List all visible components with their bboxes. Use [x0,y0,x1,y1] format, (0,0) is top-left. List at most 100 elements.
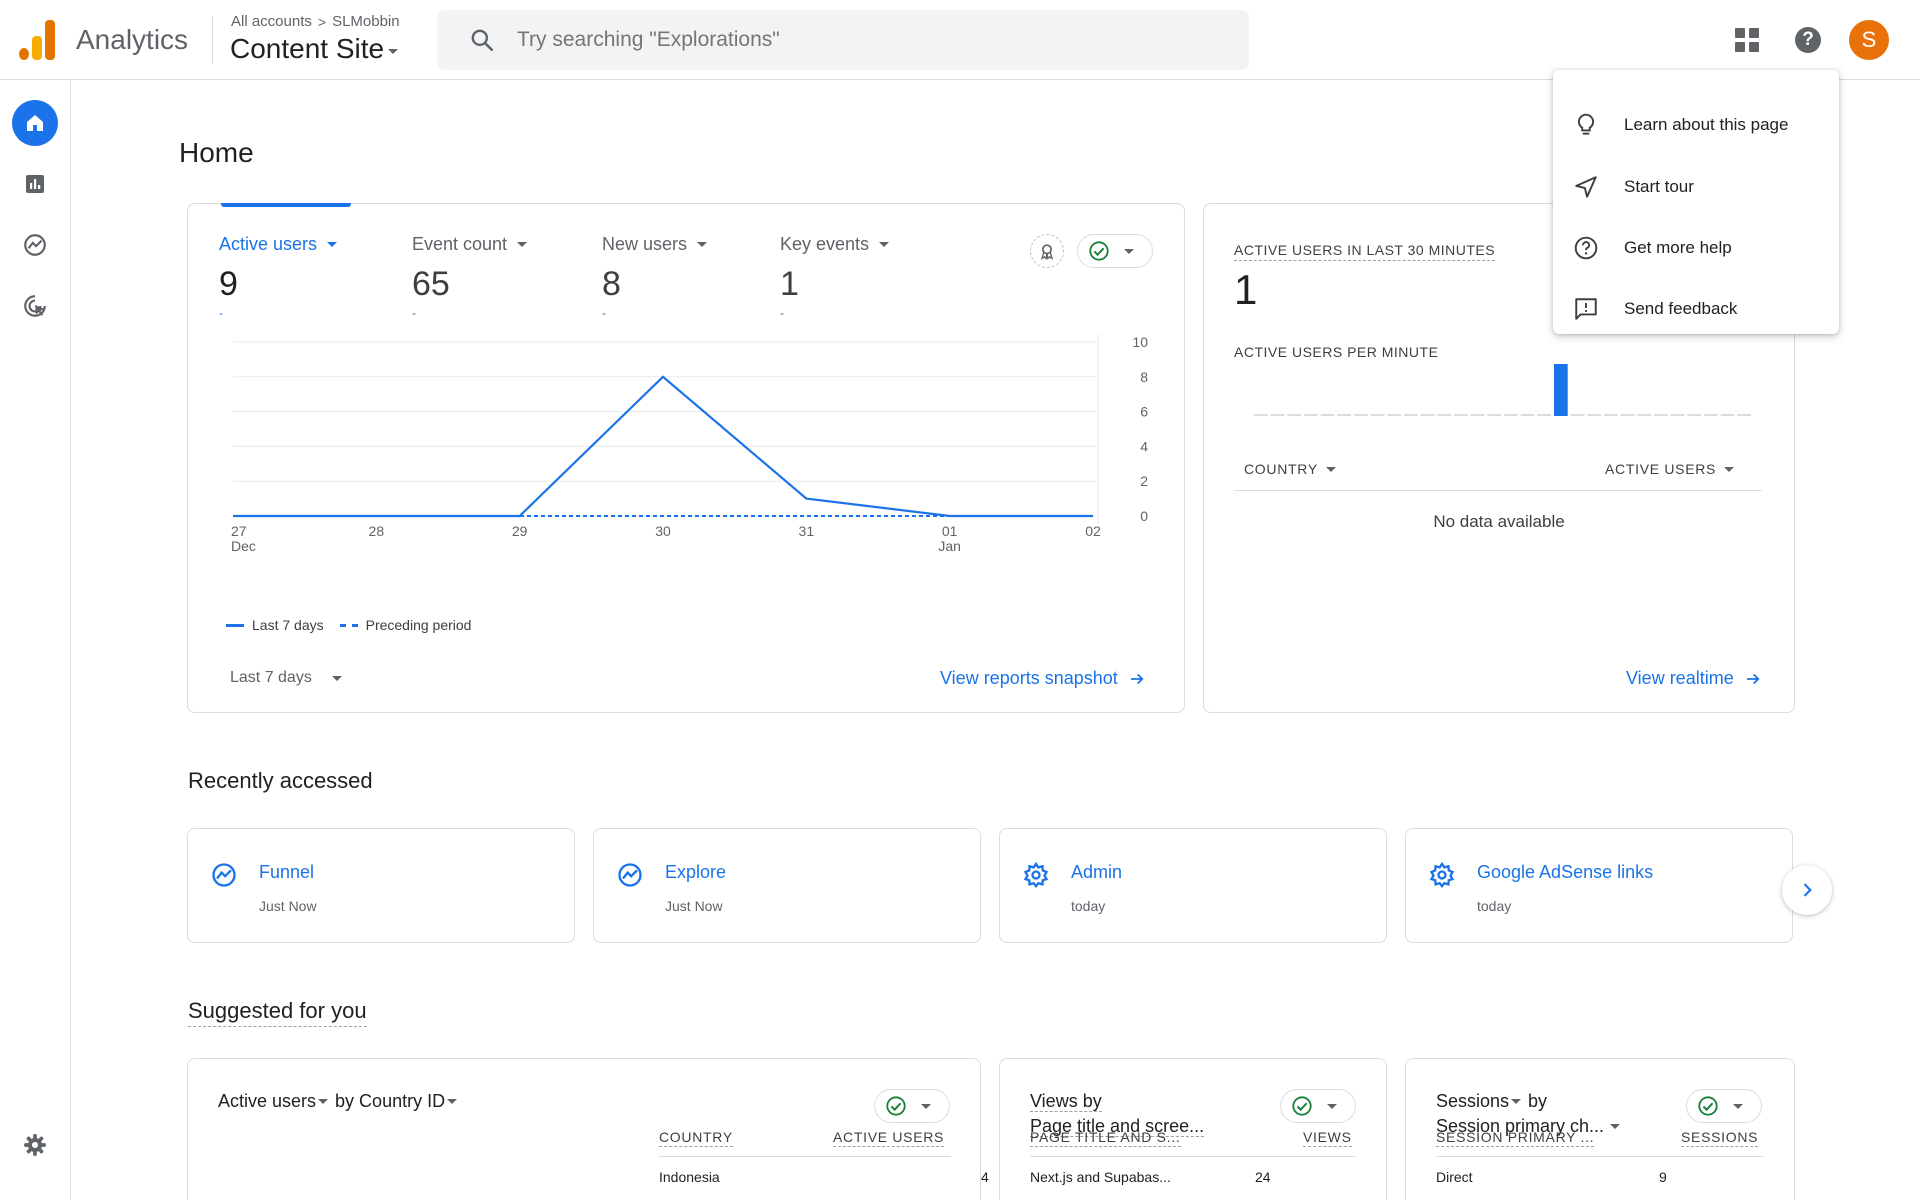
check-circle-icon [1698,1096,1718,1116]
per-minute-bar [1370,414,1385,416]
recent-item-title: Google AdSense links [1477,862,1654,882]
chevron-down-icon [879,242,890,247]
chevron-down-icon [327,242,338,247]
metric-tab-key-events[interactable]: Key events 1 - [780,234,890,320]
recent-item-time: today [1477,898,1512,914]
dimension-selector[interactable]: Session primary ch... [1436,1116,1605,1136]
nav-reports[interactable] [12,161,58,207]
app-name: Analytics [76,24,189,55]
metric-selector[interactable]: Active users [218,1091,317,1111]
column-header[interactable]: SESSION PRIMARY ... [1436,1129,1595,1147]
row-value: 24 [1255,1169,1271,1185]
column-header[interactable]: SESSIONS [1681,1129,1759,1147]
suggested-card-active-users-by-country[interactable]: Active users by Country ID COUNTRY ACTIV… [187,1058,989,1200]
search-input[interactable] [517,28,1117,52]
nav-advertising[interactable] [12,283,58,329]
metric-change: - [602,306,606,320]
y-tick-label: 8 [1140,369,1148,385]
metric-tab-new-users[interactable]: New users 8 - [602,234,708,320]
left-nav [0,80,71,1200]
recent-item-explore[interactable]: Explore Just Now [593,828,981,943]
nav-admin[interactable] [12,1122,58,1168]
divider [1030,1156,1356,1157]
target-cursor-icon [24,295,46,317]
insights-icon[interactable] [1030,234,1064,268]
metric-label: Event count [412,234,508,254]
metric-value: 65 [412,265,450,303]
suggested-title[interactable]: Suggested for you [188,998,367,1027]
arrow-right-icon [1746,673,1760,684]
avatar[interactable]: S [1849,20,1889,60]
breadcrumb[interactable]: All accounts > SLMobbin [231,13,400,30]
per-minute-bar [1604,414,1618,416]
realtime-title[interactable]: ACTIVE USERS IN LAST 30 MINUTES [1234,242,1496,261]
carousel-next-button[interactable] [1782,865,1832,915]
top-bar: Analytics All accounts > SLMobbin Conten… [0,0,1920,80]
metric-tab-event-count[interactable]: Event count 65 - [412,234,528,320]
recent-item-funnel[interactable]: Funnel Just Now [187,828,575,943]
column-header[interactable]: PAGE TITLE AND S... [1030,1129,1181,1147]
nav-home[interactable] [12,100,58,146]
page-title: Home [179,137,254,168]
dimension-selector[interactable]: by Country ID [330,1091,446,1111]
menu-item-label: Start tour [1624,177,1694,196]
apps-grid-icon[interactable] [1735,28,1759,52]
menu-item-send-feedback[interactable]: Send feedback [1553,281,1839,337]
metric-tab-active-users[interactable]: Active users 9 - [219,234,338,320]
per-minute-bar [1537,414,1551,416]
gear-icon [24,1134,46,1156]
data-quality-dropdown[interactable] [1280,1089,1356,1123]
divider [659,1156,951,1157]
gear-icon [1429,861,1455,888]
x-tick-label: 30 [655,523,671,539]
nav-explore[interactable] [12,222,58,268]
no-data-message: No data available [1433,512,1565,531]
menu-item-learn-about-page[interactable]: Learn about this page [1553,97,1839,153]
data-quality-dropdown[interactable] [1077,234,1153,268]
explore-icon [618,863,642,887]
suggested-card-subtitle[interactable]: Page title and scree... [1030,1116,1205,1137]
menu-item-get-more-help[interactable]: Get more help [1553,220,1839,276]
column-header[interactable]: COUNTRY [659,1129,733,1147]
breadcrumb-account[interactable]: SLMobbin [332,13,400,30]
chevron-down-icon [1325,466,1336,472]
search-bar[interactable] [437,10,1249,70]
suggested-card-views-by-page[interactable]: Views by Page title and scree... PAGE TI… [999,1058,1387,1200]
data-quality-dropdown[interactable] [874,1089,950,1123]
suggested-card-title[interactable]: Views by [1030,1091,1102,1112]
column-header[interactable]: ACTIVE USERS [833,1129,945,1147]
menu-item-start-tour[interactable]: Start tour [1553,159,1839,215]
suggested-card-sessions-by-channel[interactable]: Sessions by Session primary ch... SESSIO… [1405,1058,1795,1200]
metric-value: 8 [602,265,621,303]
x-tick-label: 28 [369,523,385,539]
help-icon[interactable]: ? [1795,27,1821,53]
per-minute-bar [1720,414,1735,416]
metric-selector[interactable]: Sessions [1436,1091,1510,1111]
column-country[interactable]: COUNTRY [1244,461,1336,477]
chevron-down-icon [1724,466,1735,472]
realtime-subtitle: ACTIVE USERS PER MINUTE [1234,344,1439,360]
view-realtime-link[interactable]: View realtime [1626,668,1762,689]
suggested-card-title[interactable]: Active users by Country ID [218,1091,458,1112]
check-circle-icon [1292,1096,1312,1116]
suggested-card-subtitle[interactable]: Session primary ch... [1436,1116,1621,1137]
per-minute-bar [1570,414,1585,416]
dimension-selector[interactable]: Page title and scree... [1030,1116,1205,1137]
column-header[interactable]: VIEWS [1303,1129,1352,1147]
per-minute-bar [1387,414,1401,416]
metric-selector[interactable]: Views by [1030,1091,1102,1112]
breadcrumb-root[interactable]: All accounts [231,13,312,30]
per-minute-bar [1670,414,1685,416]
chevron-down-icon [1124,248,1134,254]
analytics-logo[interactable] [19,20,55,60]
chart-legend: Last 7 days Preceding period [226,617,471,633]
search-icon [471,29,494,52]
recent-item-admin[interactable]: Admin today [999,828,1387,943]
recent-item-adsense-links[interactable]: Google AdSense links today [1405,828,1793,943]
data-quality-dropdown[interactable] [1686,1089,1762,1123]
column-active-users[interactable]: ACTIVE USERS [1605,461,1735,477]
date-range-selector[interactable]: Last 7 days [230,669,342,687]
view-reports-snapshot-link[interactable]: View reports snapshot [940,668,1146,689]
property-selector[interactable]: Content Site [230,33,399,65]
suggested-card-title[interactable]: Sessions by [1436,1091,1547,1112]
